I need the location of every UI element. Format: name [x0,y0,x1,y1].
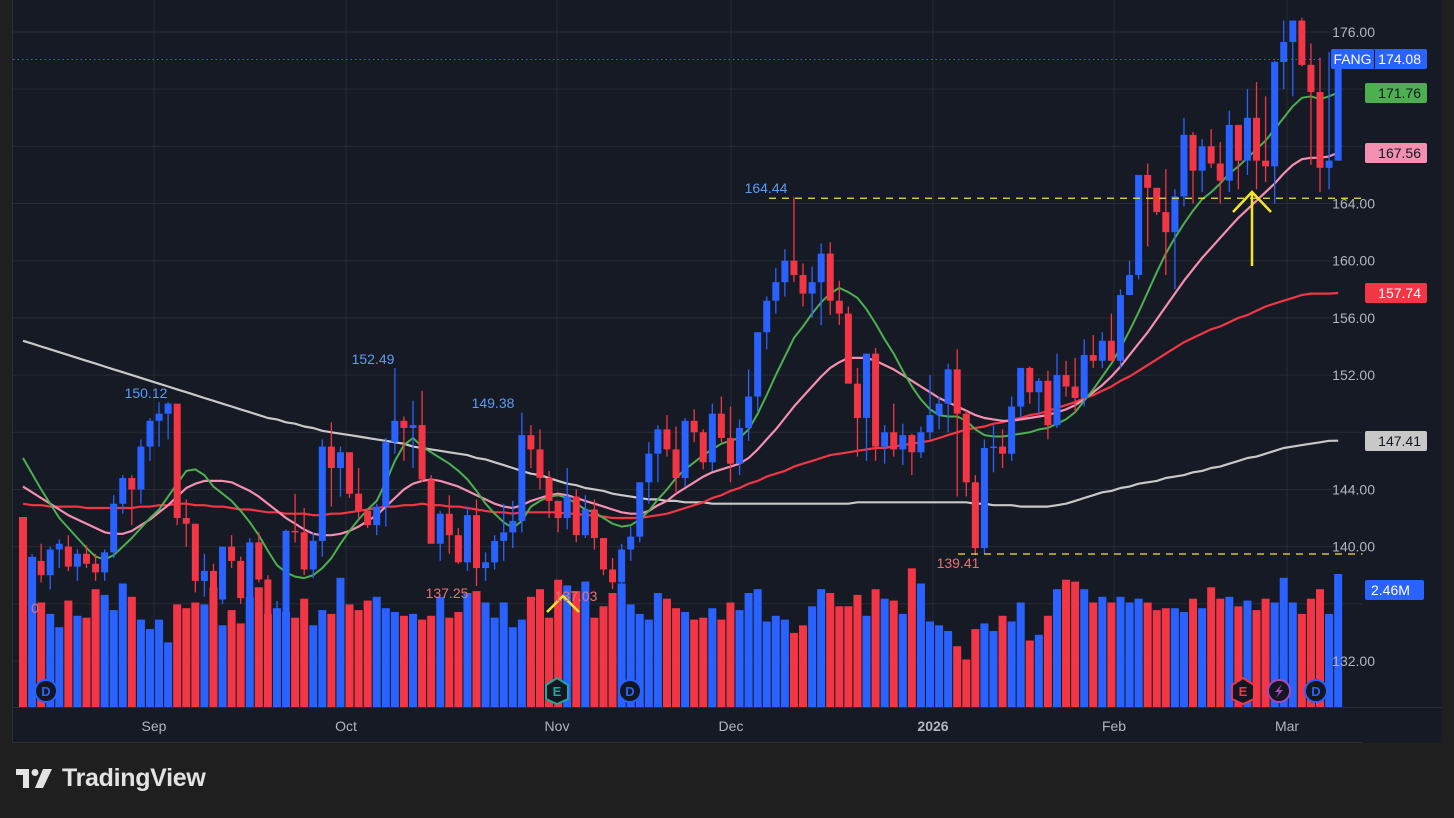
dividend-icon[interactable] [618,679,642,703]
ma-fast-tag: 171.76 [1365,82,1427,103]
price-tick: 156.00 [1332,310,1375,326]
last-price-tag: 174.08 [1365,49,1427,70]
time-tick: Dec [719,718,744,734]
low-label: 139.41 [937,555,980,571]
high-label: 164.44 [745,180,788,196]
chart-pane[interactable]: 150.12 152.49 149.38 164.44 137.25 137.03 139.… [12,0,1442,743]
high-label: 150.12 [125,385,168,401]
time-tick: Oct [335,718,357,734]
dividend-icon[interactable] [1304,679,1328,703]
tradingview-logo[interactable]: TradingView [16,764,206,793]
price-tick: 132.00 [1332,653,1375,669]
price-axis[interactable] [1363,0,1442,743]
volume-tag: 2.46M [1365,580,1424,600]
price-tick: 152.00 [1332,367,1375,383]
high-label: 149.38 [472,395,515,411]
price-tick: 160.00 [1332,253,1375,269]
time-tick: 2026 [917,718,948,734]
ma-mid-line [22,151,1339,537]
time-tick: Nov [545,718,570,734]
chevron-annotation[interactable] [546,594,580,613]
price-tick: 164.00 [1332,196,1375,212]
price-tick: 176.00 [1332,24,1375,40]
volume-bars [19,517,1343,707]
low-label: 137.03 [555,588,598,604]
ma-slow-tag: 157.74 [1365,283,1427,304]
svg-text:D: D [41,684,50,699]
low-label: 137.25 [426,585,469,601]
svg-text:E: E [1239,684,1248,699]
tradingview-logo-icon [16,768,52,788]
earnings-icon[interactable] [1231,676,1255,706]
svg-text:E: E [553,684,562,699]
time-tick: Sep [142,718,167,734]
dividend-icon[interactable] [34,679,58,703]
price-chart-canvas[interactable]: 150.12 152.49 149.38 164.44 137.25 137.03 139.… [13,0,1442,743]
time-tick: Mar [1275,718,1299,734]
svg-text:D: D [625,684,634,699]
symbol-tag[interactable]: FANG [1331,49,1375,70]
low-label: 0 [31,600,39,616]
earnings-icon[interactable] [545,676,569,706]
ma-fast-line [22,91,1339,580]
ma-slow-line [22,291,1339,520]
ma-long-line [22,339,1339,508]
ma-long-tag: 147.41 [1365,430,1427,451]
time-tick: Feb [1102,718,1126,734]
candles [19,17,1342,633]
price-tick: 140.00 [1332,539,1375,555]
up-arrow-annotation[interactable] [1232,190,1272,266]
svg-text:D: D [1311,684,1320,699]
tradingview-logo-text: TradingView [62,764,206,792]
price-tick: 144.00 [1332,481,1375,497]
high-label: 152.49 [352,351,395,367]
ma-mid-tag: 167.56 [1365,142,1427,163]
